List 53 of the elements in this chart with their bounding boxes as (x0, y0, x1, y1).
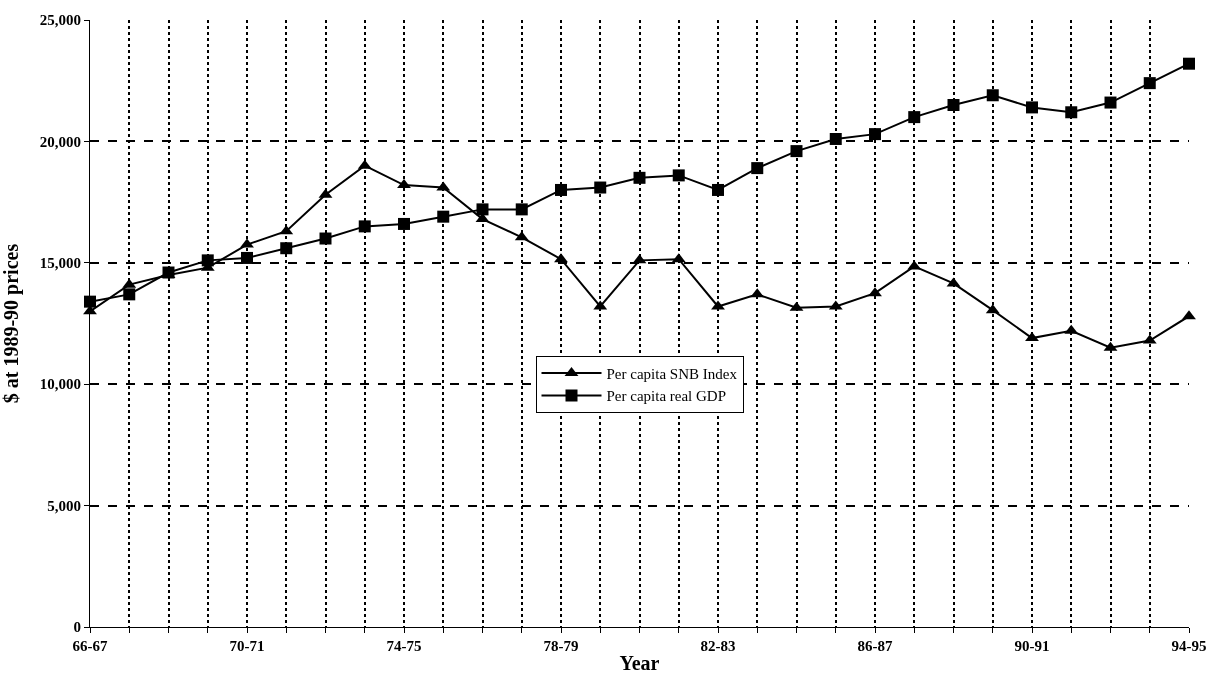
point (515, 203, 528, 216)
point (751, 162, 764, 175)
point (869, 128, 881, 141)
point (1026, 101, 1038, 114)
point (554, 253, 568, 263)
point (712, 183, 724, 196)
point (986, 89, 999, 102)
x-tick-label: 66-67 (72, 638, 108, 654)
point (711, 300, 725, 310)
legend-label: Per capita SNB Index (606, 365, 738, 382)
y-tick-label: 20,000 (39, 133, 81, 150)
point (947, 98, 960, 111)
point (633, 171, 646, 184)
point (319, 232, 332, 245)
point (240, 238, 254, 248)
point (241, 251, 253, 264)
y-tick-label: 0 (73, 619, 81, 636)
x-tick-label: 94-95 (1171, 638, 1207, 654)
point (1143, 77, 1156, 90)
point (201, 254, 214, 267)
point (1182, 310, 1196, 320)
point (358, 220, 371, 233)
point (397, 179, 411, 189)
point (398, 217, 410, 230)
point (1025, 332, 1039, 342)
y-tick-label: 10,000 (39, 376, 81, 393)
point (594, 181, 607, 194)
point (829, 132, 842, 145)
y-tick-label: 15,000 (39, 255, 81, 272)
point (555, 183, 567, 196)
point (123, 288, 136, 301)
x-tick-label: 82-83 (700, 638, 736, 654)
point (1065, 106, 1078, 119)
x-tick-label: 86-87 (857, 638, 893, 654)
x-tick-label: 90-91 (1014, 638, 1050, 654)
point (868, 287, 882, 297)
x-tick-label: 74-75 (386, 638, 422, 654)
point (437, 210, 450, 223)
point (280, 242, 293, 255)
x-tick-label: 70-71 (229, 638, 265, 654)
legend-label: Per capita real GDP (606, 388, 727, 405)
y-tick-label: 5,000 (47, 497, 81, 514)
x-tick-label: 78-79 (543, 638, 579, 654)
x-axis-title: Year (619, 651, 660, 674)
point (908, 111, 921, 124)
point (1104, 96, 1117, 109)
y-axis-title: $ at 1989-90 prices (0, 243, 24, 404)
point (672, 169, 685, 182)
point (790, 145, 803, 158)
point (1183, 57, 1195, 70)
y-tick-label: 25,000 (39, 12, 81, 29)
point (476, 203, 489, 216)
point (84, 295, 96, 308)
